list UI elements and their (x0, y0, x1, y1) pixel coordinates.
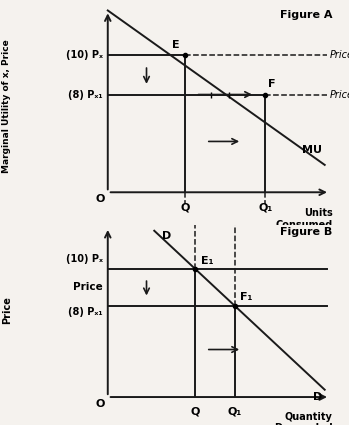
Text: E: E (172, 40, 180, 50)
Text: Price: Price (73, 282, 103, 292)
Text: Price₁: Price₁ (330, 90, 349, 99)
Text: D: D (313, 391, 322, 402)
Text: (10) Pₓ: (10) Pₓ (66, 51, 103, 60)
Text: Price: Price (330, 51, 349, 60)
Text: D: D (162, 231, 171, 241)
Text: Units
Consumed: Units Consumed (275, 208, 333, 230)
Text: O: O (96, 194, 105, 204)
Text: F: F (268, 79, 275, 89)
Text: Marginal Utility of x, Price: Marginal Utility of x, Price (2, 40, 12, 173)
Text: MU: MU (302, 145, 322, 155)
Text: Figure A: Figure A (280, 11, 333, 20)
Text: (8) Pₓ₁: (8) Pₓ₁ (68, 308, 103, 317)
Text: Figure B: Figure B (280, 227, 333, 237)
Text: F₁: F₁ (240, 292, 252, 302)
Text: Price: Price (2, 296, 12, 324)
Text: (10) Pₓ: (10) Pₓ (66, 254, 103, 264)
Text: O: O (96, 399, 105, 409)
Text: Q: Q (191, 406, 200, 416)
Text: Q₁: Q₁ (228, 406, 242, 416)
Text: (8) Pₓ₁: (8) Pₓ₁ (68, 90, 103, 99)
Text: Q: Q (180, 202, 190, 212)
Text: Q₁: Q₁ (258, 202, 273, 212)
Text: Quantity
Demanded: Quantity Demanded (274, 412, 333, 425)
Text: E₁: E₁ (201, 255, 213, 266)
